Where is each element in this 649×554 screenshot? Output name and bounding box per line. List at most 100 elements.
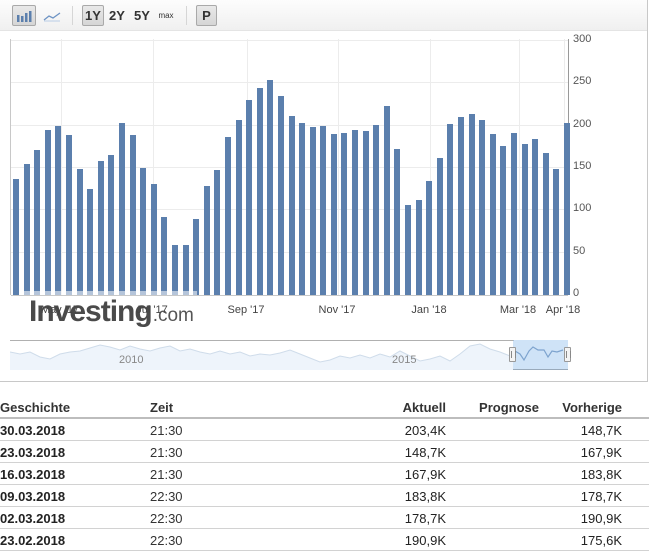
table-row: 09.03.2018 22:30 183,8K 178,7K (0, 485, 649, 507)
bar[interactable] (256, 88, 263, 295)
header-forecast[interactable]: Prognose (479, 400, 539, 415)
y-tick-label: 150 (573, 160, 592, 172)
bar[interactable] (129, 134, 136, 295)
navigator-label-2010: 2010 (119, 354, 144, 366)
bar[interactable] (65, 134, 72, 295)
bar[interactable] (299, 123, 306, 295)
bar[interactable] (341, 133, 348, 295)
bar[interactable] (214, 169, 221, 295)
navigator-left-handle[interactable] (509, 347, 516, 362)
header-date[interactable]: Geschichte (0, 400, 71, 415)
row-previous: 175,6K (580, 533, 622, 548)
history-table: Geschichte Zeit Aktuell Prognose Vorheri… (0, 396, 649, 551)
row-time: 21:30 (150, 445, 183, 460)
header-time[interactable]: Zeit (150, 400, 174, 415)
navigator-selection[interactable] (513, 340, 568, 370)
table-row: 23.03.2018 21:30 148,7K 167,9K (0, 441, 649, 463)
bar[interactable] (373, 124, 380, 295)
bar[interactable] (44, 129, 51, 295)
range-5y-button[interactable]: 5Y (134, 8, 150, 23)
bar[interactable] (352, 129, 359, 295)
bar[interactable] (171, 245, 178, 295)
bar[interactable] (542, 152, 549, 295)
bar[interactable] (532, 139, 539, 295)
bar[interactable] (97, 161, 104, 295)
line-chart-button[interactable] (40, 5, 64, 26)
bar[interactable] (182, 245, 189, 295)
row-actual: 203,4K (404, 423, 446, 438)
bar[interactable] (426, 180, 433, 295)
row-time: 22:30 (150, 489, 183, 504)
bar[interactable] (87, 189, 94, 295)
bar[interactable] (224, 136, 231, 295)
bar[interactable] (193, 218, 200, 295)
bar[interactable] (203, 185, 210, 295)
navigator-label-2015: 2015 (392, 354, 417, 366)
chart-container: 1Y 2Y 5Y max P Investing .com 0 50 100 150 20… (0, 0, 648, 382)
bar[interactable] (553, 169, 560, 295)
y-tick-label: 300 (573, 33, 592, 45)
row-date: 30.03.2018 (0, 423, 66, 438)
row-actual: 167,9K (404, 467, 446, 482)
row-date: 23.03.2018 (0, 445, 66, 460)
bar-chart-button[interactable] (12, 5, 36, 26)
range-max-button[interactable]: max (158, 11, 174, 20)
bar[interactable] (34, 150, 41, 295)
row-previous: 148,7K (580, 423, 622, 438)
gridline-vertical (430, 39, 431, 295)
bar[interactable] (468, 113, 475, 295)
bar[interactable] (235, 119, 242, 295)
x-tick-label: May '17 (40, 304, 80, 316)
bar[interactable] (500, 146, 507, 295)
gridline-vertical (61, 39, 62, 295)
gridline-vertical (519, 39, 520, 295)
x-tick-label: Apr '18 (545, 304, 581, 316)
bar[interactable] (140, 168, 147, 295)
bar[interactable] (436, 157, 443, 295)
bar[interactable] (362, 130, 369, 295)
bar[interactable] (246, 100, 253, 295)
bar[interactable] (447, 123, 454, 295)
bar[interactable] (383, 106, 390, 295)
bar[interactable] (55, 125, 62, 295)
bar[interactable] (13, 179, 19, 295)
bar[interactable] (288, 116, 295, 295)
bar[interactable] (309, 127, 316, 295)
table-row: 30.03.2018 21:30 203,4K 148,7K (0, 419, 649, 441)
bar[interactable] (76, 168, 83, 295)
bar[interactable] (479, 119, 486, 295)
row-date: 23.02.2018 (0, 533, 66, 548)
bar[interactable] (108, 155, 115, 295)
bar[interactable] (489, 134, 496, 295)
bar[interactable] (564, 122, 570, 295)
table-body: 30.03.2018 21:30 203,4K 148,7K 23.03.2018 21:… (0, 419, 649, 551)
bar[interactable] (458, 117, 465, 295)
y-tick-label: 100 (573, 202, 592, 215)
gridline-vertical (153, 39, 154, 295)
bar[interactable] (330, 134, 337, 295)
p-button[interactable]: P (196, 5, 217, 26)
bar[interactable] (521, 143, 528, 295)
row-time: 21:30 (150, 423, 183, 438)
header-actual[interactable]: Aktuell (402, 400, 446, 415)
bar[interactable] (394, 149, 401, 295)
navigator-right-handle[interactable] (564, 347, 571, 362)
bar[interactable] (405, 205, 412, 295)
bar[interactable] (277, 96, 284, 295)
header-previous[interactable]: Vorherige (562, 400, 622, 415)
bar[interactable] (23, 163, 30, 295)
bar[interactable] (150, 184, 157, 295)
range-2y-button[interactable]: 2Y (109, 8, 125, 23)
range-1y-button[interactable]: 1Y (82, 5, 104, 26)
bar[interactable] (161, 217, 168, 295)
bar[interactable] (267, 79, 274, 295)
bar[interactable] (118, 123, 125, 295)
bar[interactable] (415, 200, 422, 295)
row-actual: 183,8K (404, 489, 446, 504)
bar[interactable] (320, 125, 327, 295)
range-navigator[interactable]: 2010 2015 (10, 340, 571, 370)
row-actual: 178,7K (404, 511, 446, 526)
investing-logo-watermark: Investing .com (23, 291, 197, 333)
row-date: 02.03.2018 (0, 511, 66, 526)
bar[interactable] (511, 133, 518, 295)
